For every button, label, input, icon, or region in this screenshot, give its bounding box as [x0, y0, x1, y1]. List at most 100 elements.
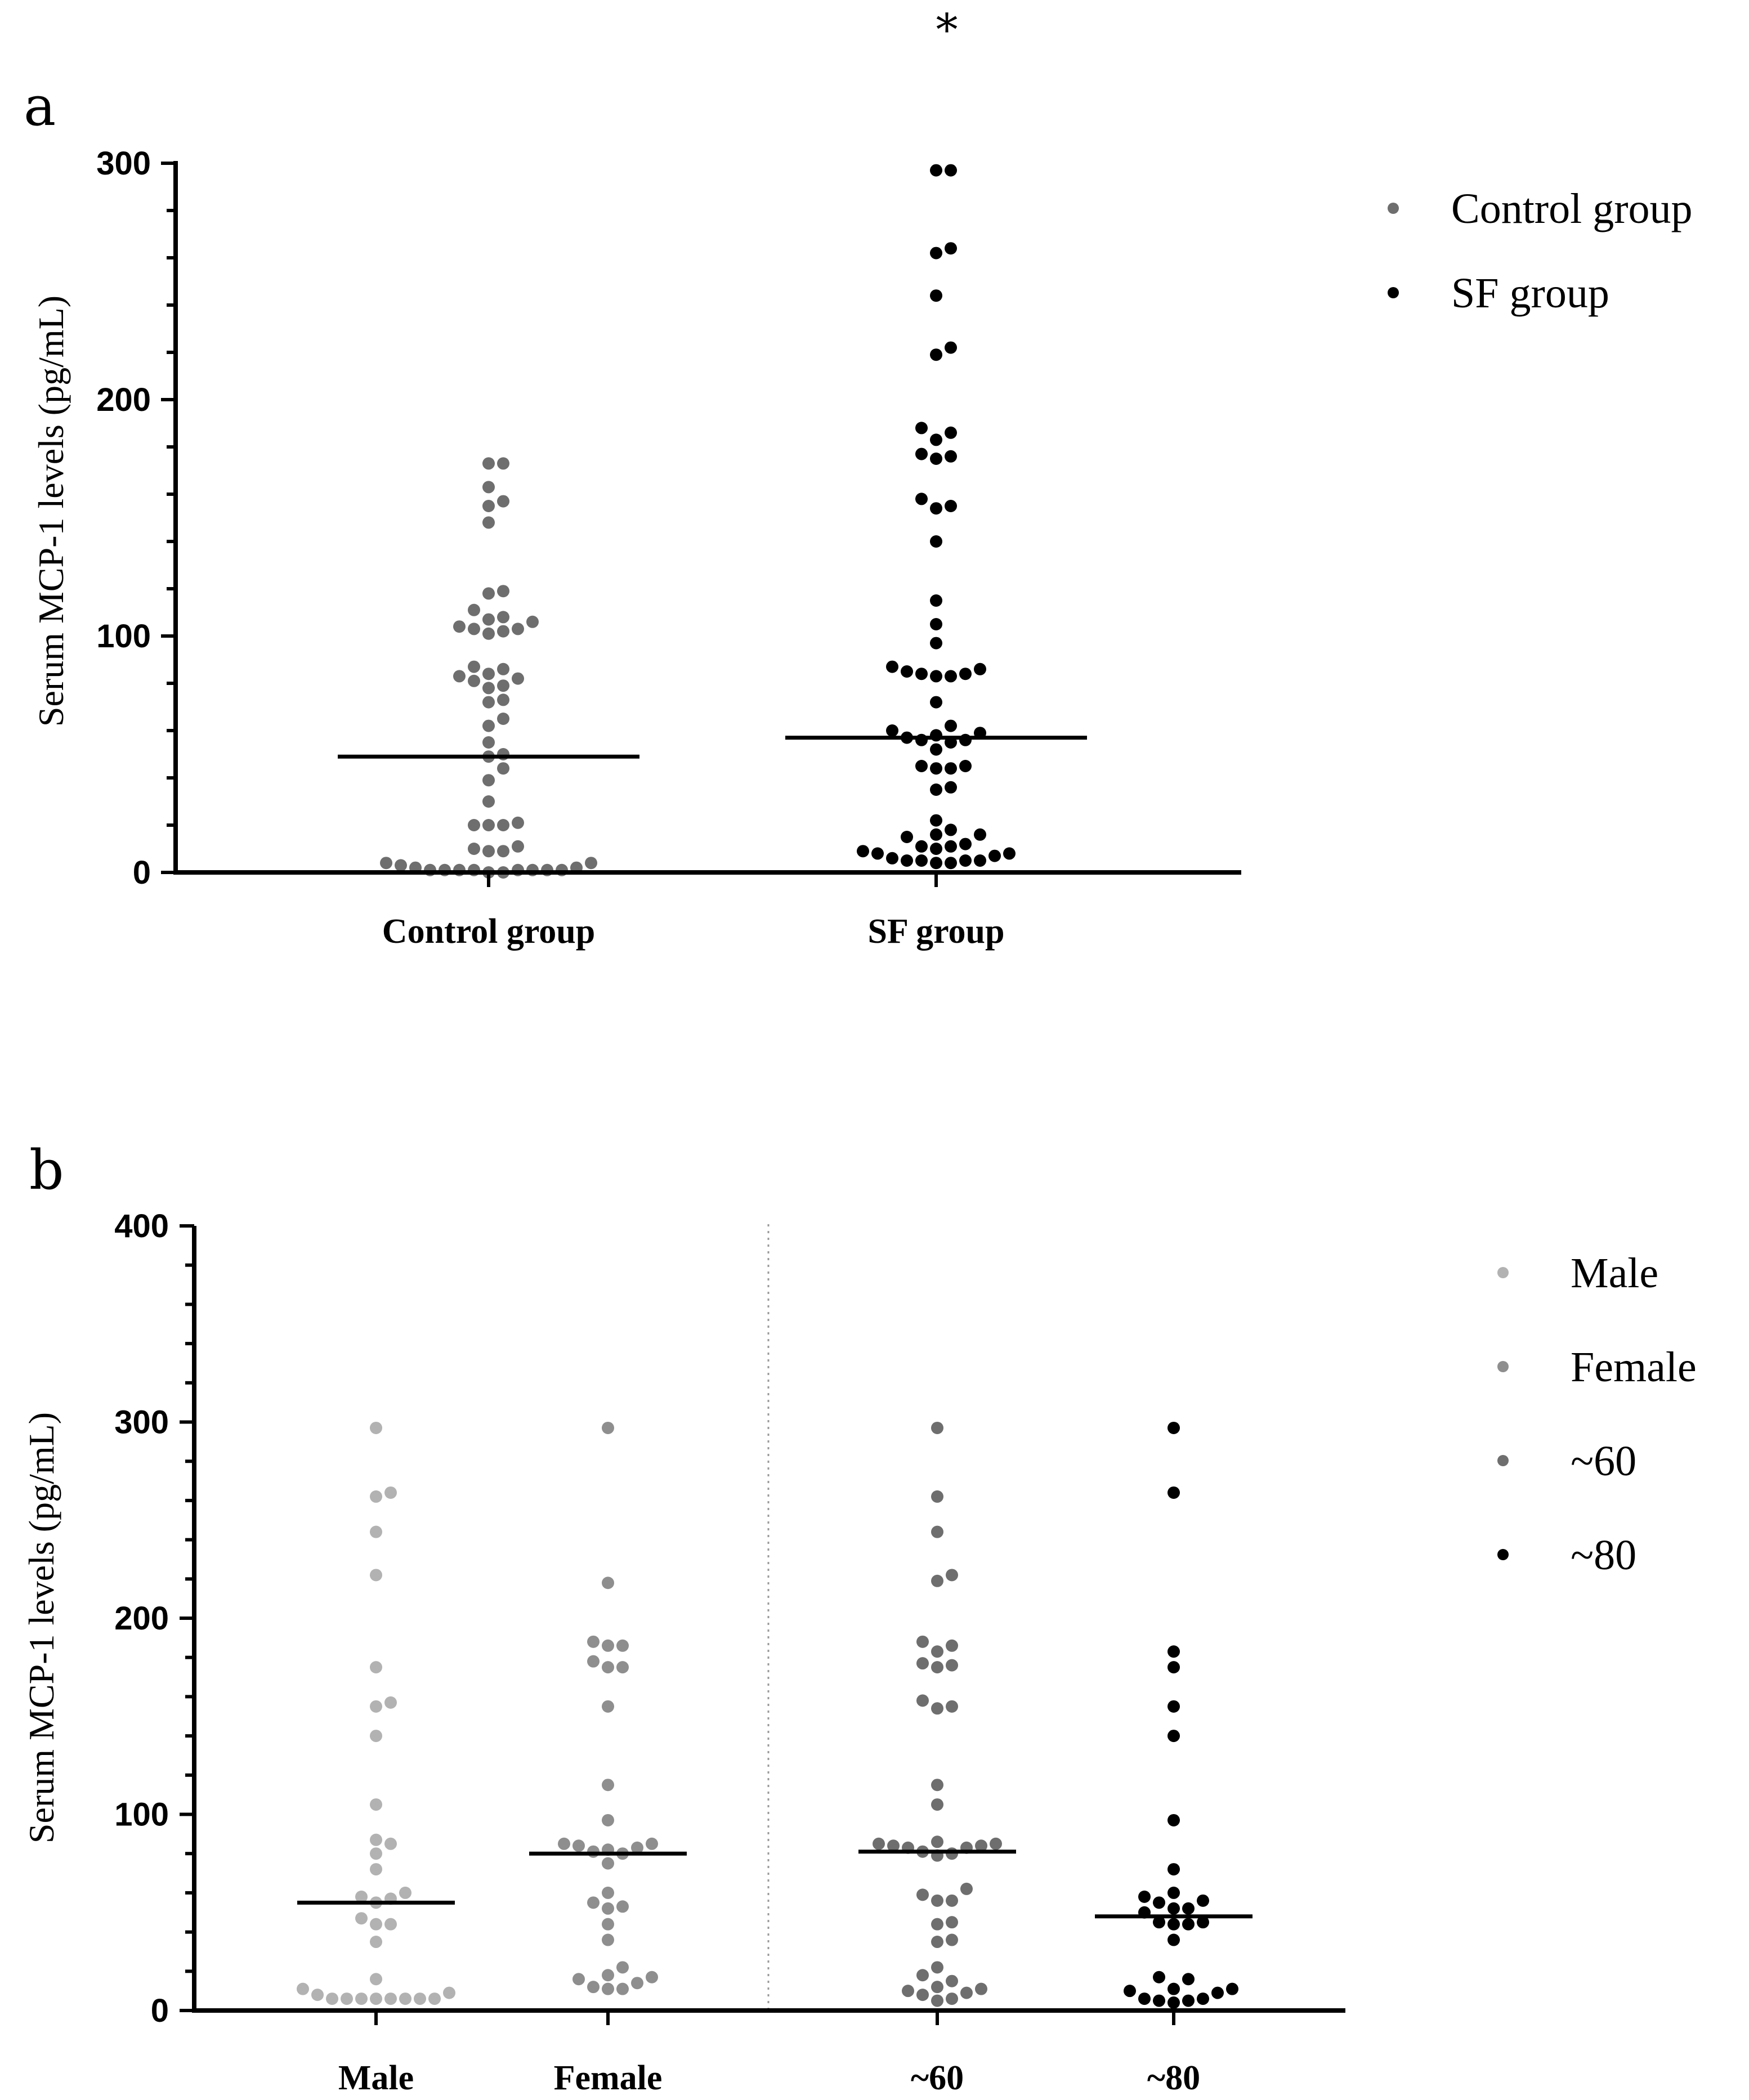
data-point [482, 481, 495, 494]
data-point [646, 1837, 658, 1850]
data-point [930, 743, 942, 756]
data-point [497, 625, 509, 638]
data-point [585, 857, 597, 870]
data-point [930, 164, 942, 177]
data-point [1197, 1894, 1209, 1907]
data-point [326, 1992, 338, 2005]
data-point [916, 1635, 929, 1648]
y-tick-label: 300 [96, 145, 151, 182]
data-point [915, 422, 928, 435]
data-point [915, 447, 928, 460]
data-point [468, 819, 480, 831]
data-point [558, 1837, 570, 1850]
y-tick-label: 0 [151, 1992, 169, 2029]
data-point [945, 719, 957, 732]
data-point [1168, 1486, 1180, 1499]
data-point [602, 1639, 614, 1652]
data-point [931, 1702, 943, 1715]
data-point [945, 164, 957, 177]
data-point [945, 840, 957, 853]
data-point [1003, 847, 1016, 860]
data-point [355, 1890, 368, 1903]
data-point [616, 1982, 629, 1995]
data-point [395, 859, 407, 872]
data-point [945, 450, 957, 463]
x-category-label: ~80 [1147, 2059, 1200, 2097]
data-point [930, 594, 942, 607]
data-point [468, 674, 480, 687]
data-point [915, 668, 928, 680]
data-point [930, 828, 942, 841]
data-point [1197, 1916, 1209, 1929]
legend-label: Female [1571, 1344, 1697, 1391]
data-point [930, 696, 942, 709]
legend-marker [1388, 287, 1399, 298]
x-category-label: Control group [382, 912, 595, 951]
data-point [916, 1989, 929, 2002]
data-point [931, 1981, 943, 1994]
data-point [945, 823, 957, 836]
data-point [482, 627, 495, 640]
data-point [370, 1661, 382, 1674]
data-point [974, 828, 986, 841]
data-point [959, 838, 972, 850]
data-point [370, 1525, 382, 1538]
significance-star: * [936, 5, 958, 56]
legend-marker [1497, 1267, 1509, 1278]
data-point [370, 1421, 382, 1434]
data-point [646, 1971, 658, 1983]
data-point [1182, 1994, 1195, 2007]
data-point [1138, 1890, 1151, 1903]
data-point [960, 1882, 973, 1895]
data-point [453, 670, 466, 683]
data-point [930, 843, 942, 855]
data-point [946, 1916, 958, 1929]
data-point [945, 857, 957, 870]
data-point [482, 500, 495, 512]
data-point [931, 1421, 943, 1434]
data-point [468, 660, 480, 673]
data-point [602, 1933, 614, 1946]
data-point [384, 1918, 397, 1931]
data-point [370, 1973, 382, 1986]
y-tick-label: 400 [114, 1208, 169, 1244]
data-point [587, 1896, 600, 1909]
data-point [370, 1918, 382, 1931]
data-point [1168, 1996, 1180, 2009]
data-point [384, 1696, 397, 1709]
data-point [468, 843, 480, 855]
data-point [959, 668, 972, 680]
data-point [988, 849, 1001, 862]
data-point [930, 762, 942, 775]
data-point [945, 500, 957, 512]
data-point [931, 1994, 943, 2007]
data-point [414, 1992, 426, 2005]
data-point [370, 1992, 382, 2005]
data-point [587, 1635, 600, 1648]
data-point [931, 1645, 943, 1658]
data-point [1168, 1730, 1180, 1743]
data-point [616, 1900, 629, 1913]
data-point [930, 289, 942, 302]
data-point [930, 502, 942, 515]
data-point [482, 668, 495, 680]
data-point [497, 819, 509, 831]
x-category-label: SF group [868, 912, 1005, 951]
data-point [1153, 1916, 1165, 1929]
data-point [443, 1986, 455, 1999]
data-point [946, 1569, 958, 1582]
data-point [931, 1894, 943, 1907]
data-point [1168, 1933, 1180, 1946]
panel-letter-a: a [24, 75, 56, 138]
data-point [482, 736, 495, 749]
data-point [1153, 1971, 1165, 1983]
data-point [399, 1992, 411, 2005]
data-point [616, 1961, 629, 1974]
data-point [370, 1847, 382, 1860]
data-point [930, 348, 942, 361]
data-point [370, 1730, 382, 1743]
data-point [428, 1992, 441, 2005]
data-point [931, 1779, 943, 1792]
data-point [931, 1798, 943, 1811]
data-point [873, 1837, 885, 1850]
